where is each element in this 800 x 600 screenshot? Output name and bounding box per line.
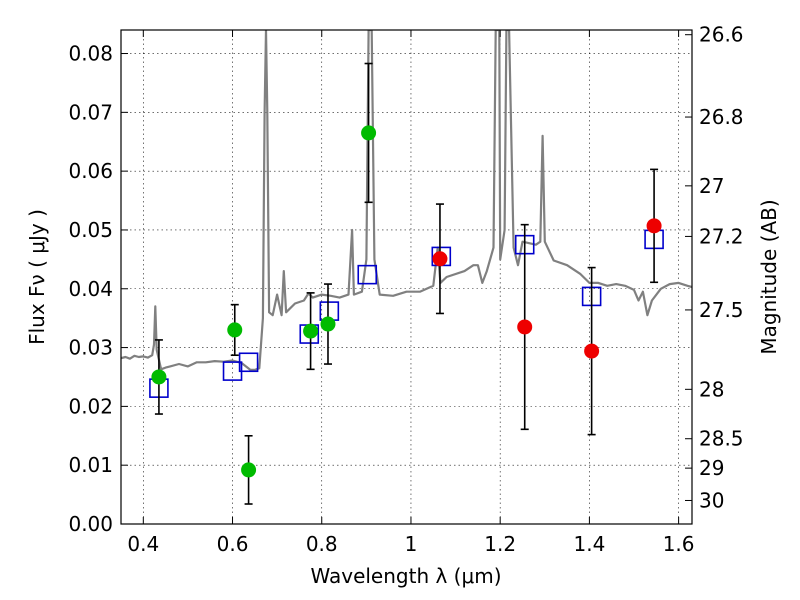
y-axis-label: Flux Fν ( μJy ) [25,209,49,345]
green-data-point [303,323,319,339]
grid-lines [121,30,692,525]
y-axis-ticks: 0.00 0.01 0.02 0.03 0.04 0.05 0.06 0.07 0.08 [68,42,128,536]
right-axis-label: Magnitude (AB) [757,199,781,354]
x-tick-label: 0.8 [306,532,338,556]
green-data-point [320,316,336,332]
data-markers [149,62,664,505]
red-data-point [517,319,533,335]
green-data-point [361,125,377,141]
y-tick-label: 0.07 [68,100,113,124]
x-tick-label: 0.4 [127,532,159,556]
x-tick-label: 1.6 [663,532,695,556]
plot-frame [120,29,693,525]
green-data-point [227,322,243,338]
right-tick-label: 30 [699,488,724,512]
model-box-marker [238,352,259,373]
x-tick-label: 0.6 [217,532,249,556]
model-spectrum [121,30,692,371]
x-tick-label: 1 [405,532,418,556]
right-tick-label: 26.6 [699,23,744,47]
y-tick-label: 0.02 [68,394,113,418]
green-data-point [241,462,257,478]
right-axis-ticks: 26.6 26.8 27 27.2 27.5 28 28.5 29 30 [685,23,744,512]
model-box-marker [357,264,378,285]
right-tick-label: 28.5 [699,427,744,451]
right-tick-label: 27.2 [699,224,744,248]
y-tick-label: 0.06 [68,159,113,183]
y-tick-label: 0.04 [68,277,113,301]
red-data-point [646,218,662,234]
red-data-point [432,251,448,267]
y-tick-label: 0.01 [68,453,113,477]
green-data-point [151,369,167,385]
x-axis-ticks: 0.4 0.6 0.8 1 1.2 1.4 1.6 [127,30,695,556]
y-tick-label: 0.05 [68,218,113,242]
right-tick-label: 27 [699,174,724,198]
y-tick-label: 0.08 [68,42,113,66]
x-tick-label: 1.2 [484,532,516,556]
y-tick-label: 0.03 [68,336,113,360]
right-tick-label: 27.5 [699,298,744,322]
right-tick-label: 29 [699,456,724,480]
right-tick-label: 28 [699,377,724,401]
spectrum-line [121,30,692,371]
red-data-point [584,343,600,359]
right-tick-label: 26.8 [699,105,744,129]
y-tick-label: 0.00 [68,512,113,536]
x-axis-label: Wavelength λ (μm) [310,564,501,588]
x-tick-label: 1.4 [573,532,605,556]
